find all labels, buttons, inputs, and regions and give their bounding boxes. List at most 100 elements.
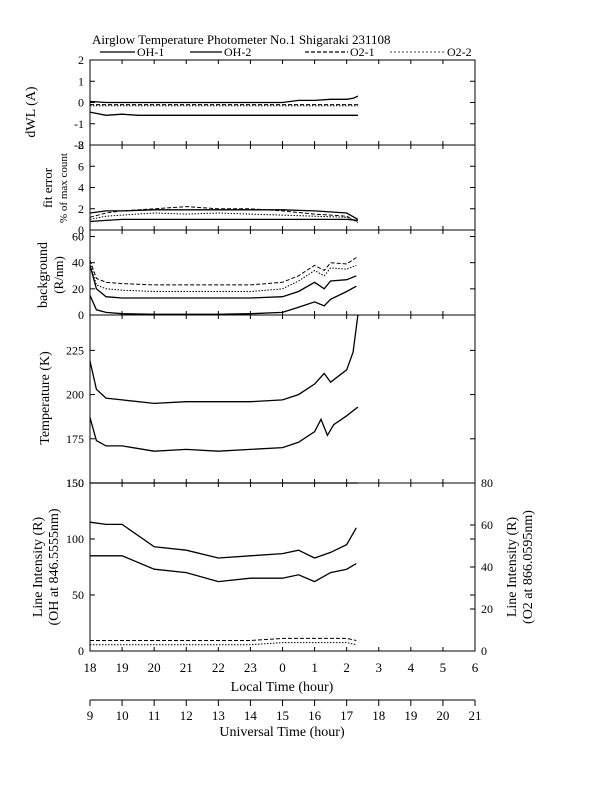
y-tick-label: 100 — [66, 532, 84, 546]
y-tick-label: 150 — [66, 476, 84, 490]
local-time-tick-label: 6 — [472, 660, 479, 675]
series-line-intensity-o2-1 — [90, 637, 357, 641]
y-tick-label: 0 — [78, 96, 84, 110]
local-time-tick-label: 23 — [244, 660, 257, 675]
y-tick-label: 8 — [78, 138, 84, 152]
y-tick-label: -2 — [74, 138, 84, 152]
y-tick-label: 200 — [66, 388, 84, 402]
panel-temp-ylabel: Temperature (K) — [38, 351, 53, 445]
panel-fit-frame — [89, 144, 476, 231]
universal-time-tick-label: 19 — [404, 708, 417, 723]
panel-intensity-ylabel-1: Line Intensity (R) — [31, 517, 46, 618]
universal-time-tick-label: 15 — [276, 708, 289, 723]
local-time-label: Local Time (hour) — [231, 680, 334, 695]
series-line-fit-o2-2 — [89, 212, 359, 222]
local-time-tick-label: 2 — [343, 660, 350, 675]
local-time-tick-label: 0 — [279, 660, 286, 675]
universal-time-tick-label: 13 — [212, 708, 225, 723]
y-tick-label: 0 — [78, 644, 84, 658]
y2-tick-label: 40 — [481, 560, 493, 574]
series-line-bg-oh-2 — [89, 265, 357, 299]
universal-time-tick-label: 16 — [308, 708, 322, 723]
legend: OH-1 OH-2 O2-1 O2-2 — [100, 45, 472, 59]
local-time-tick-label: 3 — [376, 660, 383, 675]
y2-tick-label: 80 — [481, 476, 493, 490]
chart-title: Airglow Temperature Photometer No.1 Shig… — [92, 32, 391, 47]
local-time-axis: 18 19 20 21 22 23 0 1 2 3 4 5 6 — [84, 660, 479, 675]
y-tick-label: 60 — [72, 230, 84, 244]
series-line-bg-o2-1 — [89, 257, 357, 286]
series-line-dwl-oh-2 — [89, 111, 358, 116]
local-time-tick-label: 5 — [440, 660, 447, 675]
panel-dwl-ylabel: dWL (A) — [24, 86, 39, 138]
panel-bg-plot: 60 40 20 0 — [72, 230, 476, 322]
local-time-tick-label: 4 — [408, 660, 415, 675]
y-tick-label: 225 — [66, 343, 84, 357]
series-line-bg-o2-2 — [89, 262, 357, 292]
local-time-tick-label: 21 — [180, 660, 193, 675]
panel-intensity-ylabel-right-1: Line Intensity (R) — [505, 517, 520, 618]
legend-label-o22: O2-2 — [447, 45, 472, 59]
series-line-temp-oh-1 — [89, 314, 359, 405]
local-time-tick-label: 20 — [148, 660, 161, 675]
y-tick-label: 1 — [78, 74, 84, 88]
panel-intensity-plot: 150 100 50 0 80 60 40 20 0 — [66, 476, 493, 658]
series-line-bg-oh-1 — [89, 285, 357, 315]
universal-time-tick-label: 17 — [340, 708, 354, 723]
panel-fit-plot: 8 6 4 2 0 — [78, 138, 476, 237]
series-line-dwl-oh-1 — [89, 95, 359, 104]
y-tick-label: 50 — [72, 588, 84, 602]
y-tick-label: 40 — [72, 256, 84, 270]
universal-time-axis: 9 10 11 12 13 14 15 16 17 18 19 20 21 — [87, 700, 482, 723]
y-tick-label: 175 — [66, 432, 84, 446]
panel-temperature: 225 200 175 150 Temperature (K) — [38, 314, 476, 490]
y2-tick-label: 20 — [481, 602, 493, 616]
y2-tick-label: 60 — [481, 518, 493, 532]
panel-dwl-plot: 2 1 0 -1 -2 — [74, 53, 476, 152]
panel-line-intensity: 150 100 50 0 80 60 40 20 0 Line Intensity (R) (O… — [31, 476, 536, 658]
panel-bg-frame — [89, 229, 476, 316]
universal-time-tick-label: 11 — [148, 708, 161, 723]
panel-bg-ylabel-1: background — [36, 242, 51, 308]
y-tick-label: 4 — [78, 181, 84, 195]
y-tick-label: 150 — [66, 476, 84, 490]
universal-time-tick-label: 20 — [436, 708, 449, 723]
universal-time-tick-label: 21 — [469, 708, 482, 723]
series-line-temp-oh-2 — [89, 406, 359, 452]
series-line-fit-o2-1 — [89, 206, 359, 224]
panel-bg-ylabel-2: (R/nm) — [51, 256, 66, 294]
y-tick-label: 2 — [78, 53, 84, 67]
series-line-intensity-o2-2 — [90, 642, 357, 646]
legend-label-oh1: OH-1 — [137, 45, 164, 59]
local-time-tick-label: 19 — [116, 660, 129, 675]
series-line-fit-oh-2 — [89, 218, 358, 223]
y2-tick-label: 0 — [481, 644, 487, 658]
local-time-tick-label: 22 — [212, 660, 225, 675]
y-tick-label: -1 — [74, 117, 84, 131]
series-line-intensity-oh-1 — [89, 521, 357, 559]
y-tick-label: 6 — [78, 159, 84, 173]
universal-time-tick-label: 18 — [372, 708, 385, 723]
universal-time-tick-label: 10 — [116, 708, 129, 723]
panel-intensity-ylabel-2: (OH at 846.5555nm) — [47, 508, 62, 625]
legend-label-oh2: OH-2 — [224, 45, 251, 59]
universal-time-tick-label: 14 — [244, 708, 258, 723]
legend-label-o21: O2-1 — [350, 45, 375, 59]
panel-fit-ylabel-2: % of max count — [58, 153, 70, 223]
y-tick-label: 20 — [72, 282, 84, 296]
panel-intensity-ylabel-right-2: (O2 at 866.0595nm) — [521, 510, 536, 624]
panel-dwl: 2 1 0 -1 -2 dWL (A) — [24, 53, 476, 152]
local-time-tick-label: 1 — [311, 660, 318, 675]
y-tick-label: 0 — [78, 223, 84, 237]
panel-fit-ylabel-1: fit error — [40, 167, 55, 208]
universal-time-tick-label: 9 — [87, 708, 94, 723]
local-time-tick-label: 18 — [84, 660, 97, 675]
y-tick-label: 0 — [78, 308, 84, 322]
universal-time-tick-label: 12 — [180, 708, 193, 723]
panel-temp-plot: 225 200 175 150 — [66, 314, 476, 490]
y-tick-label: 2 — [78, 202, 84, 216]
panel-temp-frame — [89, 314, 476, 484]
universal-time-label: Universal Time (hour) — [219, 725, 345, 740]
panel-background: 60 40 20 0 background (R/nm) — [36, 229, 476, 322]
